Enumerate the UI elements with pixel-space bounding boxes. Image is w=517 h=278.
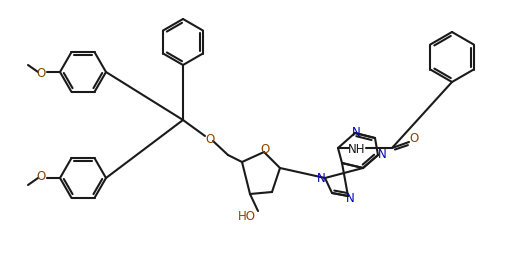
Text: N: N (316, 172, 325, 185)
Text: NH: NH (348, 143, 366, 155)
Text: O: O (36, 170, 45, 183)
Text: O: O (261, 143, 270, 155)
Text: N: N (346, 192, 354, 205)
Text: N: N (352, 125, 360, 138)
Text: HO: HO (238, 210, 256, 224)
Text: O: O (205, 133, 215, 145)
Text: N: N (377, 148, 386, 162)
Text: O: O (36, 66, 45, 80)
Text: O: O (409, 131, 419, 145)
